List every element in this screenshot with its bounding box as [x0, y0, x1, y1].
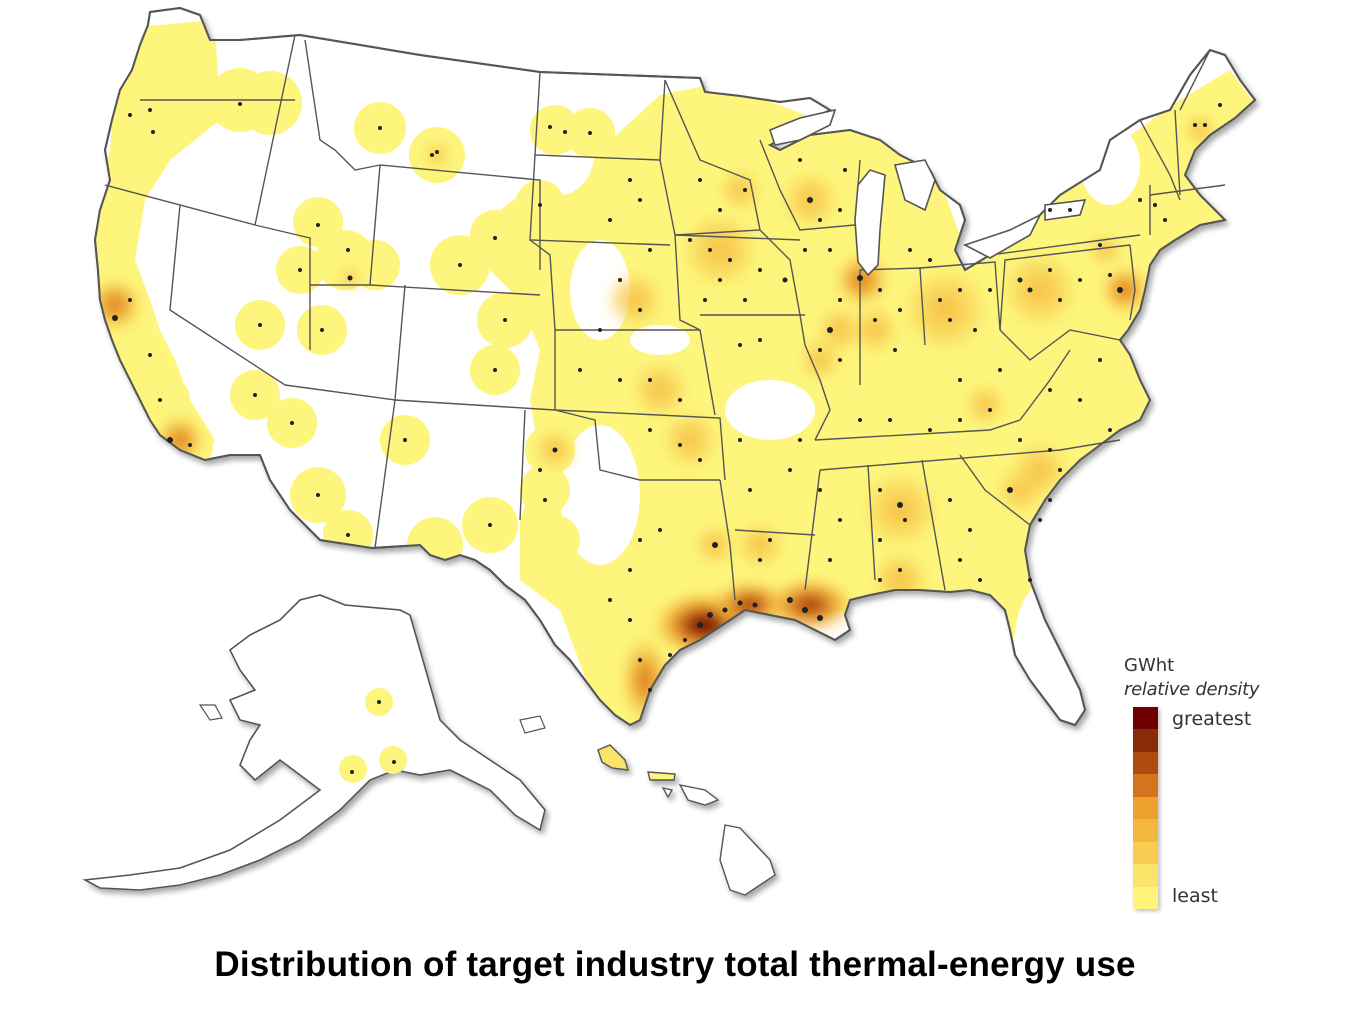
legend-min-label: least: [1172, 885, 1218, 907]
great-lakes: [769, 108, 1087, 277]
legend-max-label: greatest: [1172, 708, 1252, 730]
legend-step: [1133, 751, 1158, 775]
legend-step: [1133, 886, 1158, 909]
alaska-inset: [82, 594, 546, 891]
contiguous-us: [94, 7, 1256, 726]
legend-unit: GWht: [1124, 655, 1175, 676]
legend-step: [1133, 707, 1158, 730]
legend-step: [1133, 774, 1158, 797]
legend-subtitle: relative density: [1124, 679, 1260, 700]
density-legend: GWht relative density greatest least: [1124, 655, 1294, 915]
legend-step: [1133, 841, 1158, 865]
legend-color-ramp: [1133, 707, 1158, 909]
hawaii-inset: [597, 744, 776, 896]
legend-step: [1133, 796, 1158, 820]
legend-step: [1133, 864, 1158, 887]
map-title: Distribution of target industry total th…: [214, 945, 1136, 984]
state-borders: [104, 34, 1226, 601]
legend-step: [1133, 819, 1158, 842]
legend-step: [1133, 729, 1158, 752]
facility-dots: [112, 102, 1222, 692]
